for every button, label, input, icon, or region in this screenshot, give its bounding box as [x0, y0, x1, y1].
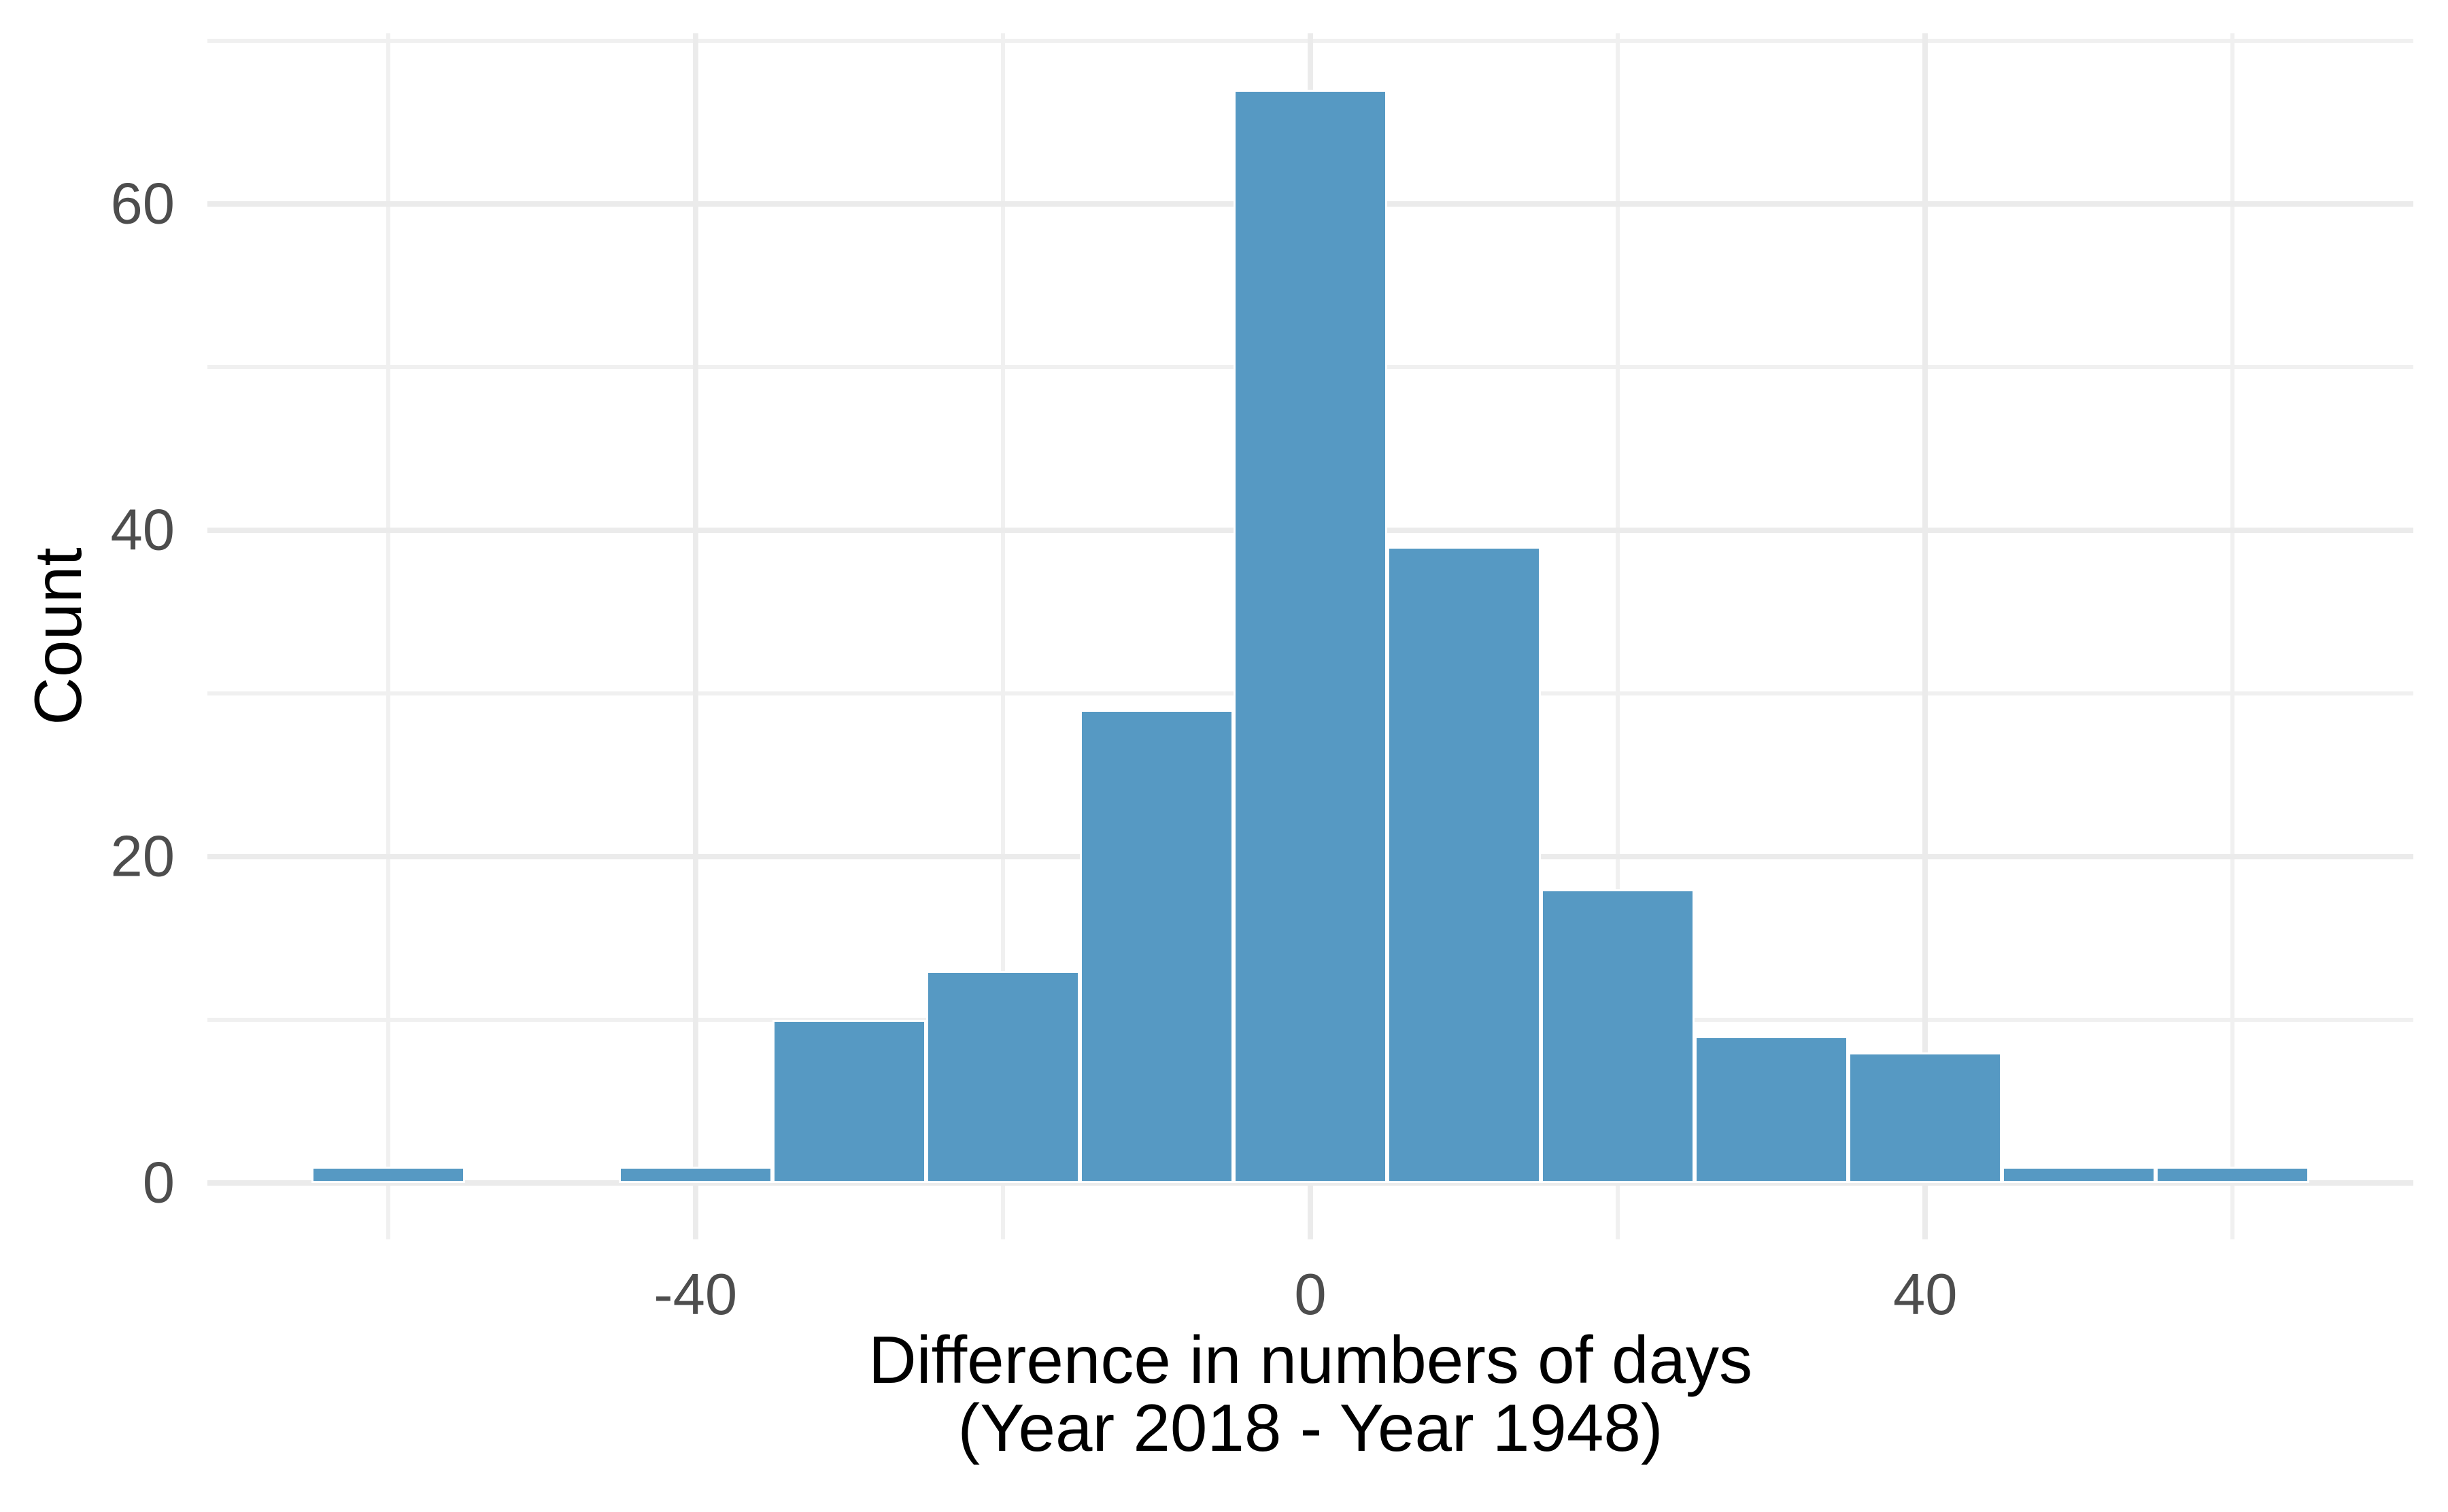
x-major-gridline [1922, 33, 1928, 1239]
x-minor-gridline [1616, 33, 1620, 1239]
y-tick-label: 60 [110, 171, 175, 237]
x-minor-gridline [1000, 33, 1005, 1239]
histogram-bar [1387, 547, 1542, 1183]
x-minor-gridline [386, 33, 390, 1239]
histogram-bar [925, 970, 1080, 1183]
histogram-bar [1695, 1035, 1849, 1183]
x-tick-label: -40 [653, 1262, 738, 1327]
histogram-bar [2002, 1166, 2156, 1183]
x-tick-label: 40 [1892, 1262, 1958, 1327]
histogram-bar [618, 1166, 772, 1183]
x-axis-title-line1: Difference in numbers of days [868, 1322, 1753, 1397]
histogram-bar [1079, 709, 1234, 1183]
x-major-gridline [692, 33, 698, 1239]
x-axis-title: Difference in numbers of days (Year 2018… [868, 1326, 1752, 1462]
histogram-bar [1233, 90, 1388, 1183]
histogram-bar [2156, 1166, 2310, 1183]
histogram-bar [311, 1166, 465, 1183]
x-tick-label: 0 [1294, 1262, 1327, 1327]
histogram-bar [1848, 1052, 2003, 1183]
histogram-bar [1541, 889, 1695, 1183]
histogram-bar [772, 1019, 926, 1183]
y-tick-label: 20 [110, 824, 175, 889]
y-tick-label: 0 [142, 1150, 175, 1216]
x-axis-title-line2: (Year 2018 - Year 1948) [957, 1390, 1663, 1465]
y-axis-title: Count [20, 547, 95, 725]
x-minor-gridline [2230, 33, 2235, 1239]
y-tick-label: 40 [110, 498, 175, 563]
